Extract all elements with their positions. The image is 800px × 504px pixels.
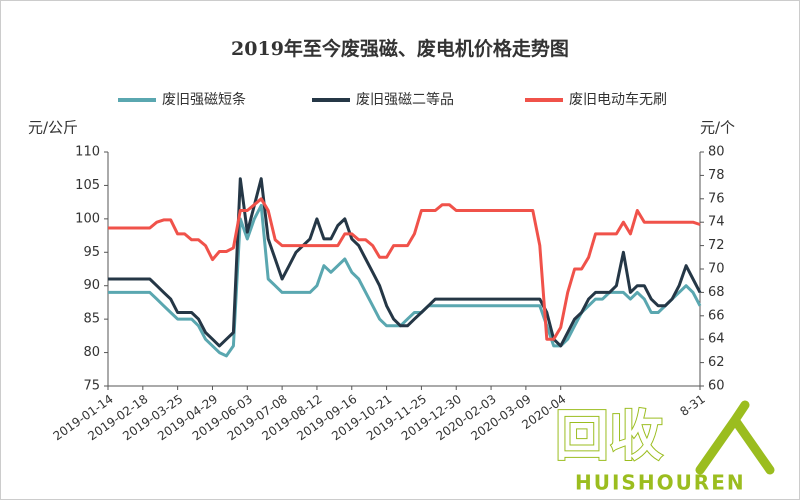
y2-tick-label: 80: [708, 145, 725, 160]
legend-label: 废旧电动车无刷: [569, 91, 667, 108]
logo: 回收 HUISHOUREN: [554, 400, 775, 495]
y2-tick-label: 72: [708, 238, 725, 253]
y-axis-label: 元/公斤: [28, 119, 78, 137]
y-tick-label: 85: [83, 312, 100, 327]
y-tick-label: 90: [83, 278, 100, 293]
y-tick-label: 75: [83, 379, 100, 394]
y2-tick-label: 62: [708, 355, 725, 370]
legend-label: 废旧强磁短条: [162, 91, 246, 108]
y2-tick-label: 66: [708, 308, 725, 323]
y-tick-label: 80: [83, 345, 100, 360]
legend-label: 废旧强磁二等品: [356, 91, 454, 108]
y2-tick-label: 60: [708, 379, 725, 394]
y2-axis-label: 元/个: [700, 119, 735, 137]
y2-tick-label: 78: [708, 168, 725, 183]
y-tick-label: 100: [75, 211, 100, 226]
y-tick-label: 105: [75, 178, 100, 193]
y2-tick-label: 70: [708, 262, 725, 277]
logo-subtext: HUISHOUREN: [575, 471, 746, 495]
y2-tick-label: 76: [708, 191, 725, 206]
logo-icon: [695, 400, 775, 475]
y-tick-label: 95: [83, 245, 100, 260]
series-line: [108, 177, 702, 348]
y2-tick-label: 68: [708, 285, 725, 300]
series-line: [108, 204, 702, 358]
y2-tick-label: 64: [708, 332, 725, 347]
logo-text: 回收: [555, 405, 663, 468]
chart-title: 2019年至今废强磁、废电机价格走势图: [231, 37, 569, 60]
y2-tick-label: 74: [708, 215, 725, 230]
series-line: [108, 197, 701, 341]
y-tick-label: 110: [75, 145, 100, 160]
